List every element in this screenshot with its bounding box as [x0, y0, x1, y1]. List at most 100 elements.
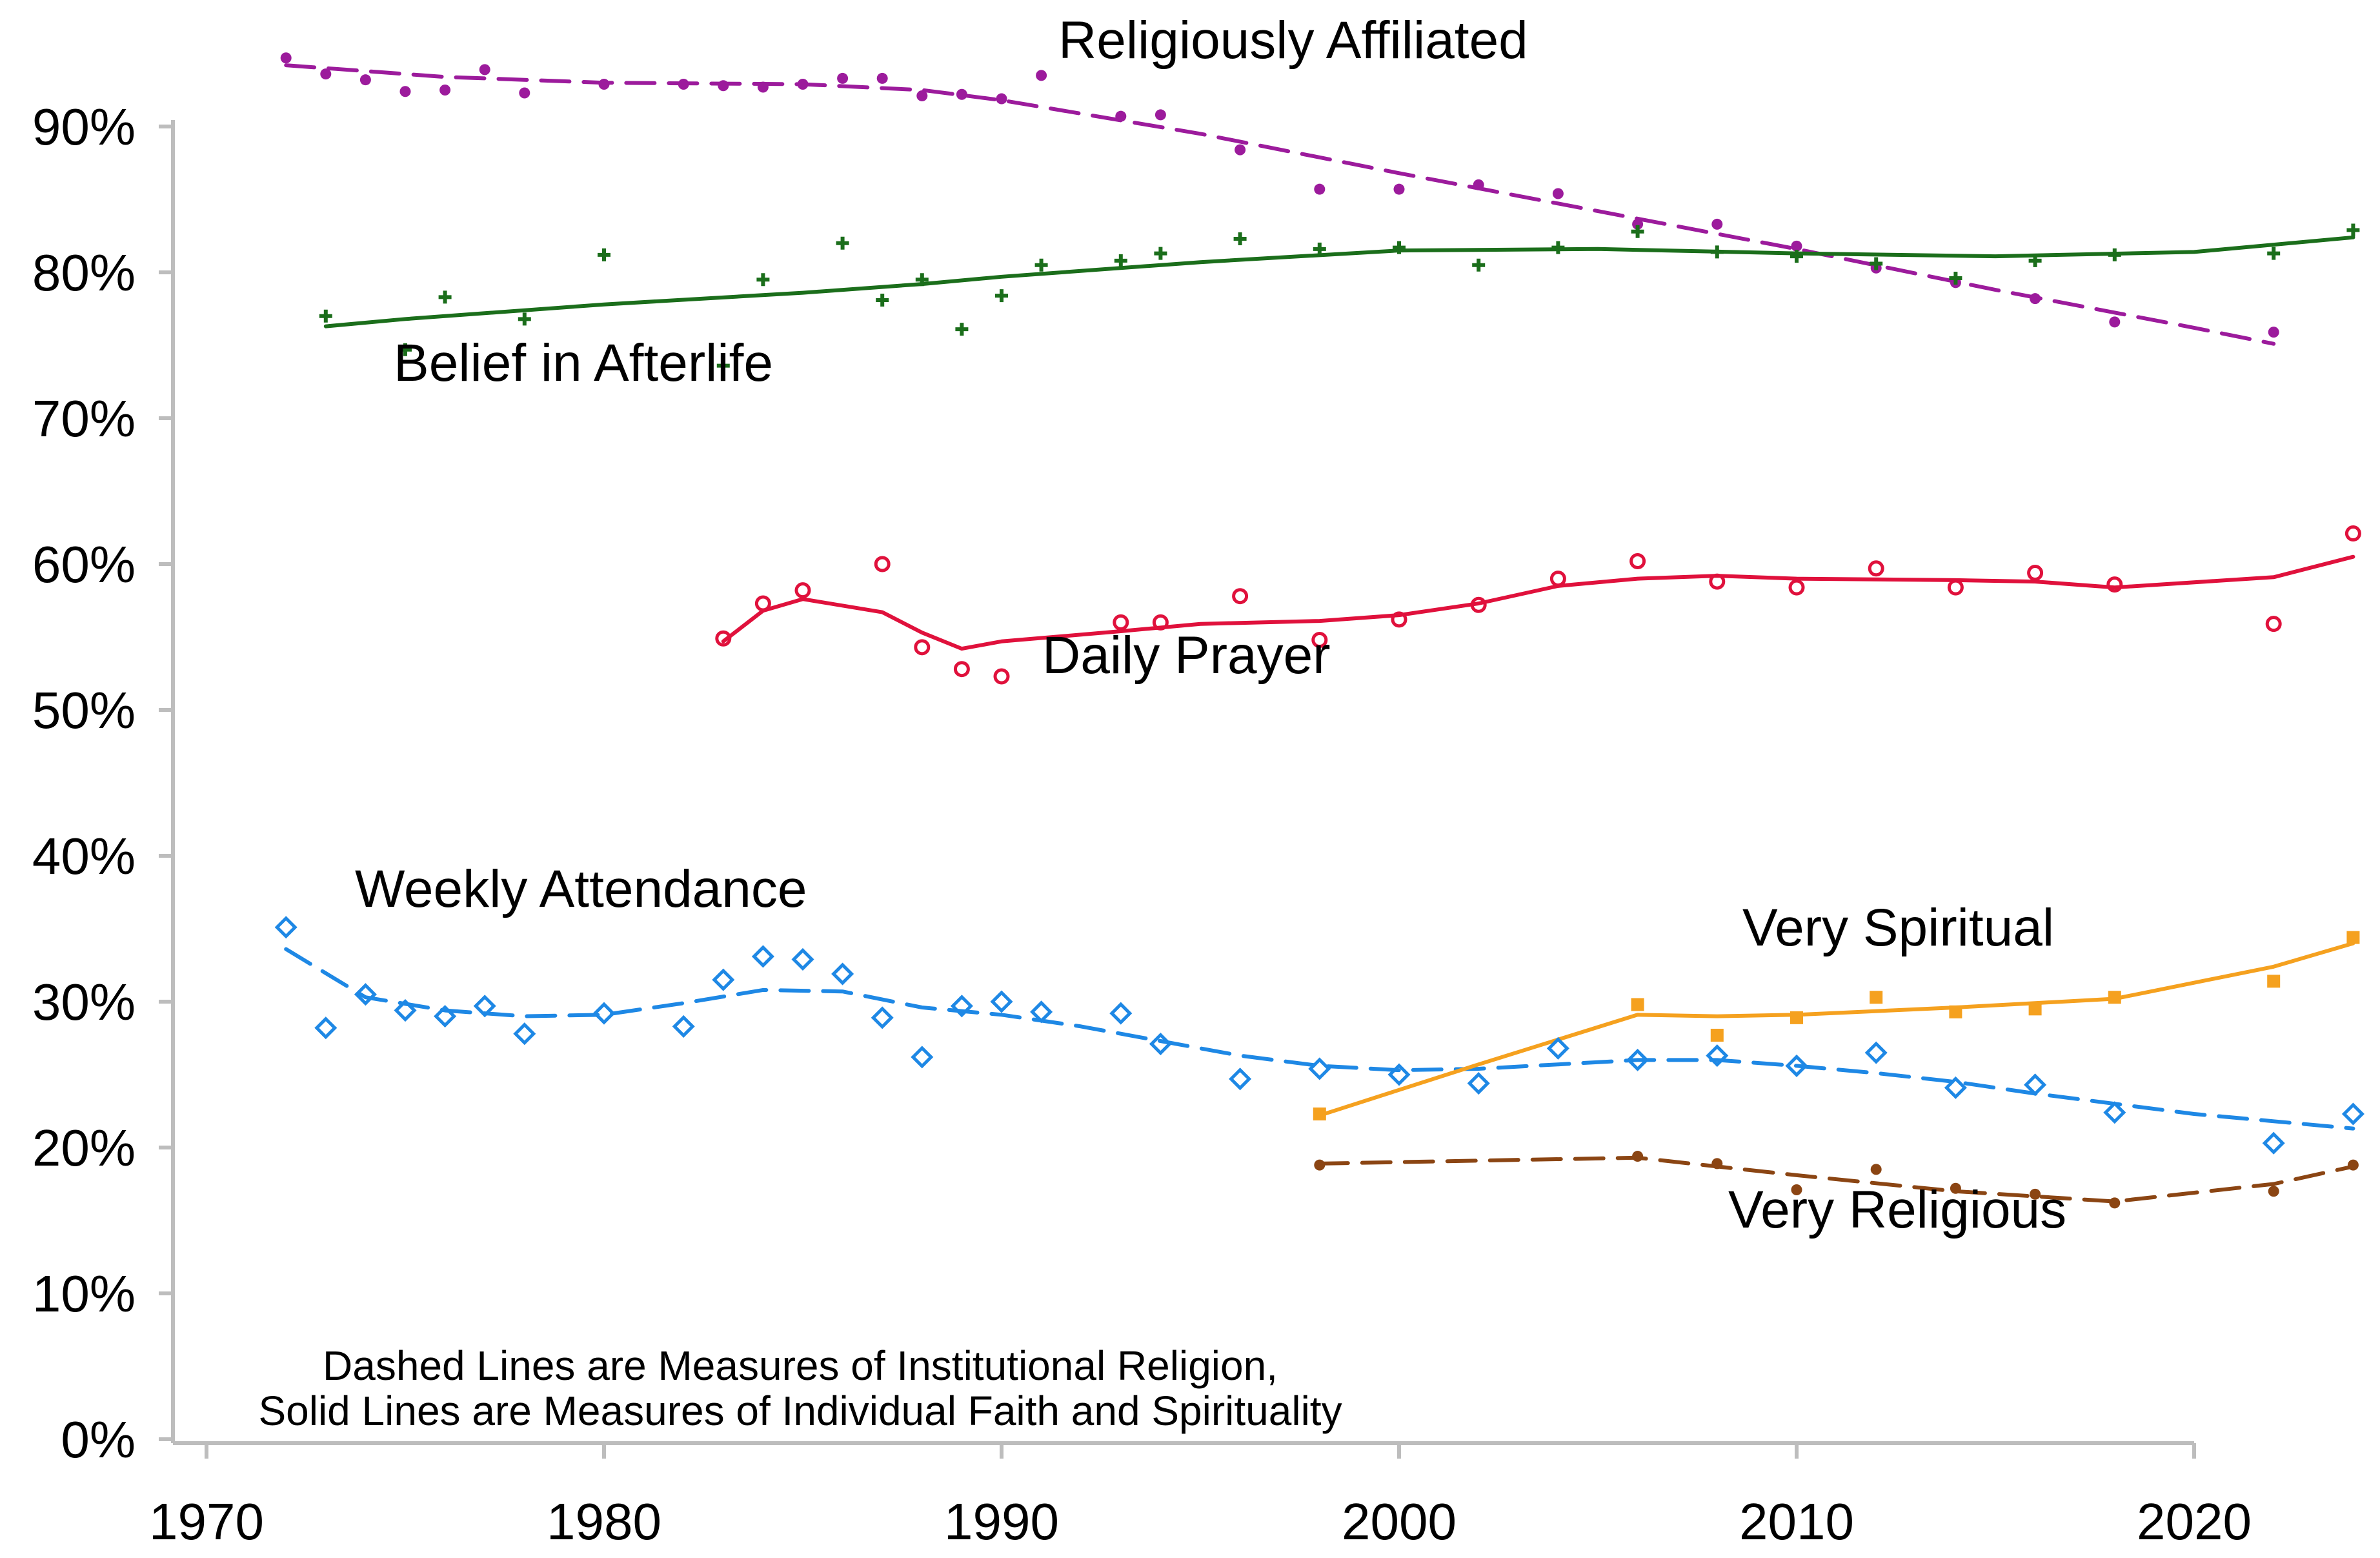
data-point-belief-in-afterlife — [1949, 272, 1962, 285]
data-point-weekly-attendance — [513, 1022, 536, 1046]
data-point-very-religious — [1711, 1158, 1723, 1169]
data-point-very-spiritual — [2267, 975, 2281, 988]
data-point-religiously-affiliated — [2268, 327, 2279, 338]
data-point-weekly-attendance — [1785, 1054, 1808, 1077]
data-point-belief-in-afterlife — [438, 290, 452, 304]
data-point-weekly-attendance — [672, 1015, 695, 1038]
data-point-weekly-attendance — [2103, 1101, 2126, 1124]
data-point-weekly-attendance — [274, 916, 298, 939]
data-point-weekly-attendance — [751, 945, 774, 968]
data-point-weekly-attendance — [1864, 1041, 1888, 1064]
data-point-daily-prayer — [1788, 579, 1805, 596]
data-point-very-spiritual — [1870, 991, 1883, 1004]
data-point-religiously-affiliated — [678, 78, 689, 90]
series-label-daily-prayer: Daily Prayer — [1042, 626, 1331, 685]
data-point-weekly-attendance — [2262, 1131, 2285, 1155]
data-point-belief-in-afterlife — [915, 273, 929, 287]
data-point-religiously-affiliated — [1393, 183, 1405, 195]
data-point-religiously-affiliated — [1155, 109, 1166, 121]
data-point-religiously-affiliated — [757, 81, 769, 93]
data-point-belief-in-afterlife — [1034, 258, 1048, 272]
data-point-belief-in-afterlife — [2108, 248, 2121, 261]
data-point-very-religious — [1632, 1151, 1644, 1162]
trend-line-religiously-affiliated — [284, 63, 2276, 346]
y-ticks: 0% 10% 20% 30% 40% 50% 60% 70% 80% 90% — [32, 98, 173, 1468]
data-point-daily-prayer — [953, 661, 970, 678]
data-point-religiously-affiliated — [280, 52, 292, 64]
x-tick-label: 1990 — [944, 1493, 1059, 1550]
data-point-belief-in-afterlife — [518, 312, 531, 326]
x-tick-label: 1980 — [547, 1493, 661, 1550]
data-point-belief-in-afterlife — [1790, 250, 1803, 263]
data-point-daily-prayer — [874, 556, 891, 572]
data-point-belief-in-afterlife — [1870, 257, 1883, 270]
y-tick-label: 80% — [32, 244, 136, 301]
data-point-belief-in-afterlife — [1154, 247, 1167, 260]
trend-line-daily-prayer — [721, 554, 2355, 651]
data-point-belief-in-afterlife — [2267, 247, 2281, 260]
note-line-2: Solid Lines are Measures of Individual F… — [258, 1388, 1342, 1434]
data-point-weekly-attendance — [791, 947, 814, 971]
data-points — [274, 52, 2365, 1209]
data-point-religiously-affiliated — [1632, 218, 1644, 230]
trend-line-very-religious — [1317, 1155, 2355, 1204]
y-tick-label: 40% — [32, 827, 136, 885]
data-point-weekly-attendance — [354, 983, 377, 1006]
data-point-weekly-attendance — [1546, 1037, 1569, 1060]
data-point-daily-prayer — [2265, 616, 2282, 632]
data-point-daily-prayer — [754, 595, 771, 612]
data-point-religiously-affiliated — [598, 78, 610, 90]
data-point-belief-in-afterlife — [876, 293, 889, 307]
data-point-very-religious — [1950, 1182, 1961, 1194]
data-point-weekly-attendance — [712, 968, 735, 991]
data-point-religiously-affiliated — [876, 72, 888, 84]
data-point-belief-in-afterlife — [2028, 254, 2042, 267]
data-point-daily-prayer — [1232, 588, 1249, 605]
x-tick-label: 1970 — [149, 1493, 264, 1550]
data-point-very-religious — [1791, 1184, 1802, 1196]
data-point-weekly-attendance — [434, 1005, 457, 1028]
data-point-daily-prayer — [993, 668, 1010, 685]
data-point-religiously-affiliated — [2109, 316, 2121, 328]
data-point-belief-in-afterlife — [756, 273, 770, 287]
data-point-daily-prayer — [1113, 614, 1129, 631]
data-point-very-spiritual — [2346, 931, 2360, 944]
data-point-religiously-affiliated — [479, 64, 490, 76]
y-tick-label: 0% — [61, 1411, 136, 1468]
data-point-religiously-affiliated — [439, 85, 451, 96]
series-labels: Religiously Affiliated Belief in Afterli… — [355, 11, 2066, 1239]
y-tick-label: 90% — [32, 98, 136, 156]
data-point-religiously-affiliated — [1711, 218, 1723, 230]
data-point-belief-in-afterlife — [2346, 223, 2360, 237]
series-label-very-religious: Very Religious — [1728, 1180, 2066, 1239]
data-point-daily-prayer — [1629, 552, 1646, 569]
data-point-daily-prayer — [1709, 573, 1726, 590]
x-tick-label: 2020 — [2137, 1493, 2252, 1550]
data-point-religiously-affiliated — [1235, 144, 1246, 156]
data-point-weekly-attendance — [1109, 1002, 1133, 1025]
data-point-religiously-affiliated — [359, 74, 371, 86]
data-point-belief-in-afterlife — [955, 323, 969, 336]
data-point-daily-prayer — [794, 582, 811, 599]
data-point-belief-in-afterlife — [399, 343, 412, 356]
data-point-belief-in-afterlife — [716, 359, 730, 372]
data-point-daily-prayer — [1311, 632, 1328, 649]
data-point-daily-prayer — [1549, 571, 1566, 587]
data-point-religiously-affiliated — [1314, 183, 1326, 195]
data-point-belief-in-afterlife — [1313, 242, 1326, 256]
data-point-religiously-affiliated — [1115, 110, 1127, 122]
trend-line-weekly-attendance — [284, 947, 2355, 1131]
data-point-daily-prayer — [2345, 525, 2361, 542]
data-point-very-spiritual — [1631, 998, 1644, 1011]
series-label-belief-in-afterlife: Belief in Afterlife — [394, 334, 773, 392]
data-point-weekly-attendance — [1387, 1063, 1411, 1086]
data-point-religiously-affiliated — [519, 87, 530, 99]
data-point-religiously-affiliated — [916, 90, 928, 102]
data-point-very-spiritual — [1710, 1028, 1724, 1042]
data-point-religiously-affiliated — [996, 93, 1007, 105]
series-label-very-spiritual: Very Spiritual — [1742, 898, 2054, 957]
data-point-very-religious — [2347, 1159, 2359, 1171]
data-point-daily-prayer — [1947, 579, 1964, 596]
data-point-belief-in-afterlife — [1393, 241, 1406, 254]
data-point-very-spiritual — [1949, 1005, 1962, 1018]
